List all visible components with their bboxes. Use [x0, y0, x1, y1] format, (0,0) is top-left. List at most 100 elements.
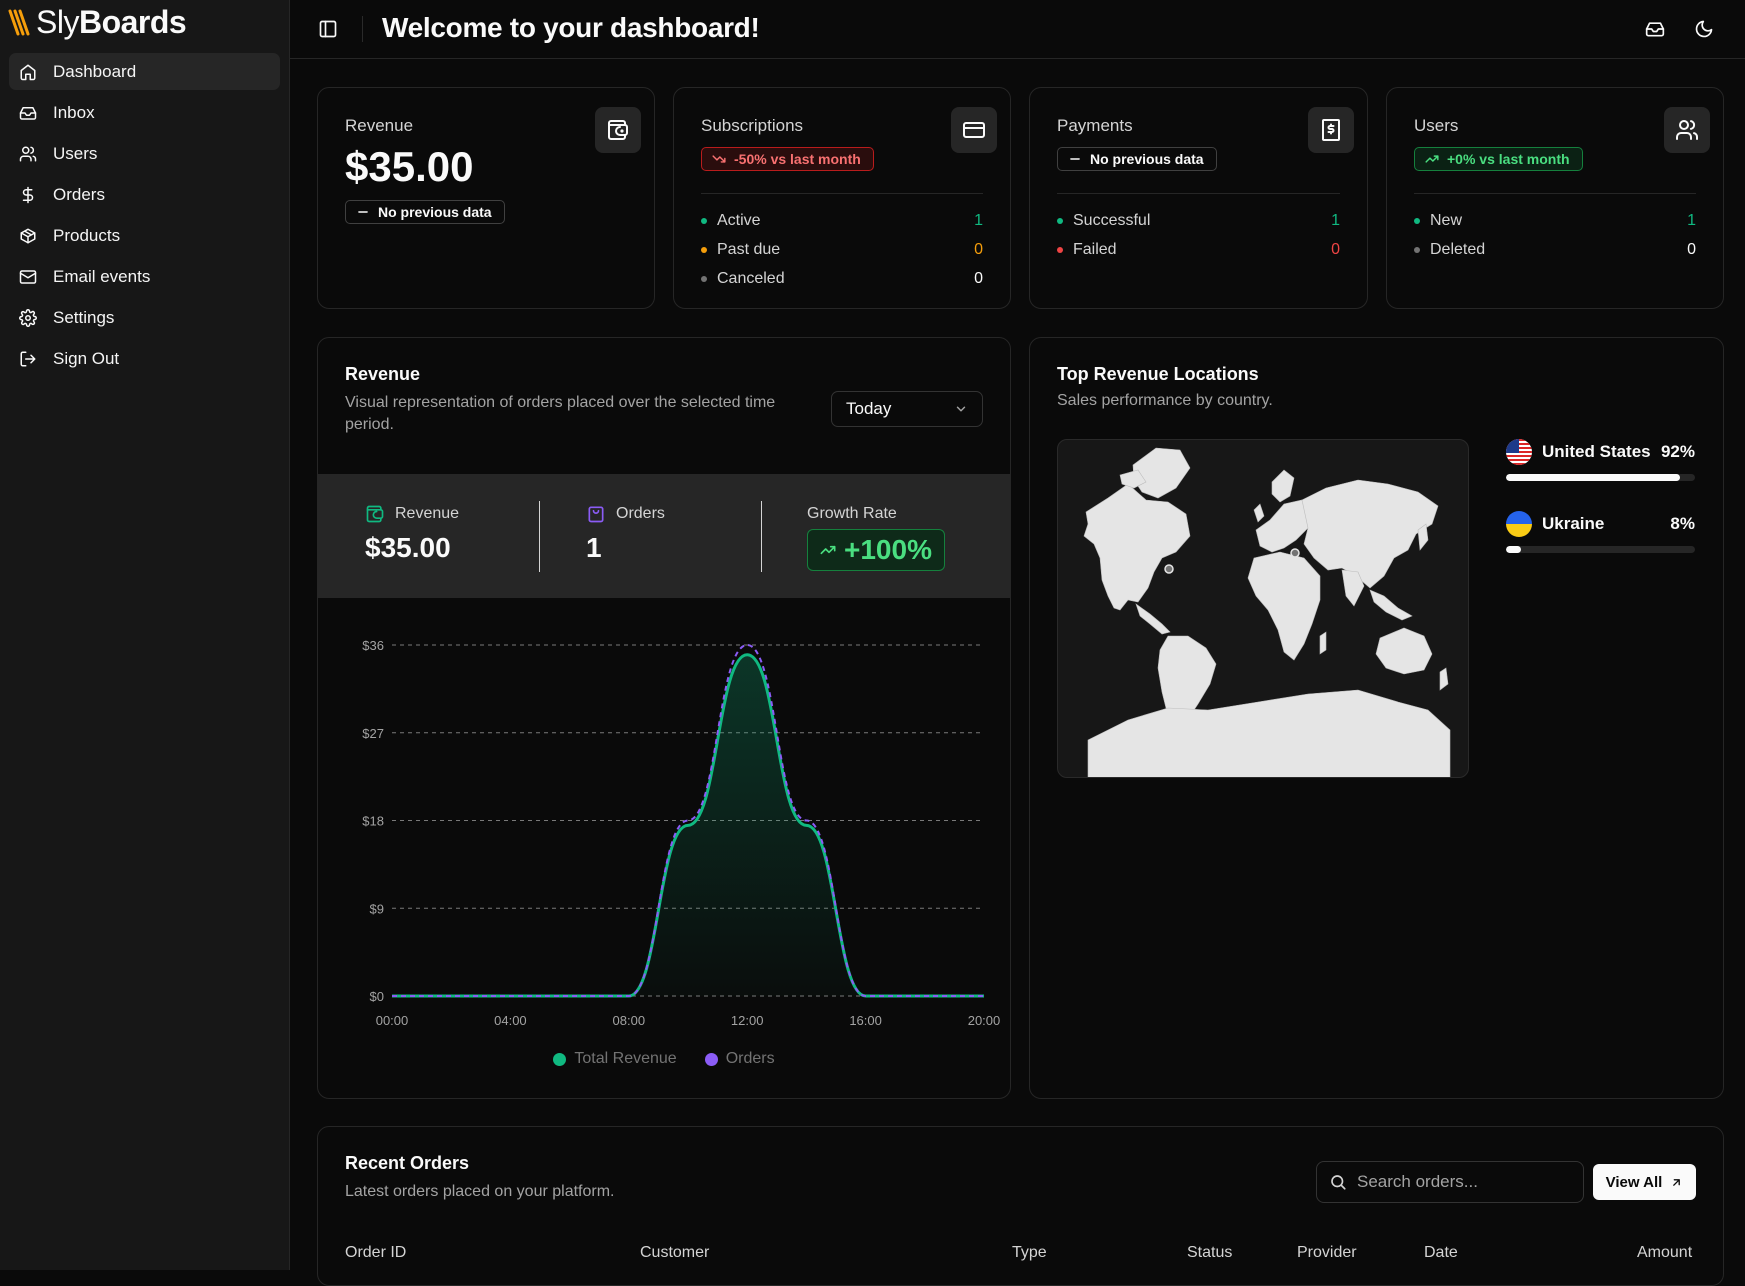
status-dot	[701, 276, 707, 282]
column-header-order-id[interactable]: Order ID	[345, 1244, 407, 1261]
sidebar-nav: Dashboard Inbox Users Orders Products Em…	[9, 53, 280, 381]
users-icon	[1676, 120, 1699, 140]
us-flag-icon	[1506, 439, 1532, 465]
x-tick-label: 12:00	[731, 1013, 764, 1028]
search-input[interactable]	[1355, 1171, 1565, 1193]
y-tick-label: $36	[362, 638, 384, 653]
sidebar-item-label: Sign Out	[53, 348, 120, 368]
column-header-date[interactable]: Date	[1424, 1244, 1458, 1261]
y-tick-label: $9	[370, 901, 384, 916]
kpi-revenue: Revenue $35.00	[365, 505, 460, 563]
stat-icon-box	[1664, 107, 1710, 153]
minus-icon	[1070, 158, 1080, 160]
map-asia	[1301, 479, 1439, 589]
x-tick-label: 08:00	[613, 1013, 646, 1028]
gear-icon	[19, 308, 37, 327]
brand-logo[interactable]: SlyBoards	[8, 2, 187, 42]
x-tick-label: 16:00	[849, 1013, 882, 1028]
sidebar-item-products[interactable]: Products	[9, 217, 280, 254]
map-marker-ukraine	[1290, 548, 1300, 558]
wallet-icon	[608, 120, 628, 140]
sidebar-toggle-icon[interactable]	[318, 19, 338, 39]
x-tick-label: 04:00	[494, 1013, 527, 1028]
stat-row: New 1	[1414, 210, 1696, 232]
sidebar-item-label: Dashboard	[53, 61, 137, 81]
y-tick-label: $27	[362, 726, 384, 741]
kpi-revenue-value: $35.00	[365, 532, 451, 563]
section-title: Recent Orders	[345, 1153, 470, 1173]
ukraine-flag-icon	[1506, 511, 1532, 537]
divider	[701, 193, 983, 194]
sidebar-item-orders[interactable]: Orders	[9, 176, 280, 213]
stat-icon-box	[595, 107, 641, 153]
location-percent: 8%	[1670, 514, 1695, 533]
kpi-divider	[539, 501, 540, 572]
revenue-value: $35.00	[345, 143, 474, 190]
sign-out-icon	[20, 351, 36, 366]
status-dot	[701, 218, 707, 224]
kpi-growth: Growth Rate +100%	[807, 504, 945, 571]
trending-up-icon	[1425, 155, 1439, 163]
sidebar-item-users[interactable]: Users	[9, 135, 280, 172]
sidebar-item-email-events[interactable]: Email events	[9, 258, 280, 295]
recent-orders-card: Recent Orders Latest orders placed on yo…	[317, 1126, 1724, 1286]
stat-icon-box	[1308, 107, 1354, 153]
world-map[interactable]	[1057, 439, 1469, 778]
kpi-orders: Orders 1	[586, 505, 665, 563]
moon-icon[interactable]	[1694, 19, 1714, 39]
status-dot	[1414, 218, 1420, 224]
sidebar-item-sign-out[interactable]: Sign Out	[9, 340, 280, 377]
users-stat-card: Users +0% vs last month New 1 Deleted 0	[1386, 87, 1724, 309]
legend-item-orders[interactable]: Orders	[704, 1050, 775, 1068]
column-header-status[interactable]: Status	[1187, 1244, 1233, 1261]
kpi-band: Revenue $35.00 Orders 1 Growth Rate +100…	[318, 474, 1010, 598]
status-dot	[1057, 218, 1063, 224]
map-canada-islands	[1119, 469, 1147, 489]
sidebar-item-label: Products	[53, 225, 121, 245]
stat-label: Payments	[1057, 116, 1133, 135]
y-tick-label: $18	[362, 814, 384, 829]
period-select[interactable]: Today	[831, 391, 983, 427]
top-header: Welcome to your dashboard!	[290, 0, 1745, 59]
map-japan	[1417, 523, 1429, 551]
kpi-divider	[761, 501, 762, 572]
trending-up-icon	[820, 545, 836, 555]
world-map-graphic	[1083, 447, 1451, 777]
sidebar-item-settings[interactable]: Settings	[9, 299, 280, 336]
view-all-button[interactable]: View All	[1593, 1164, 1696, 1200]
sidebar-item-dashboard[interactable]: Dashboard	[9, 53, 280, 90]
stat-label: Revenue	[345, 116, 414, 135]
sidebar-item-inbox[interactable]: Inbox	[9, 94, 280, 131]
shopping-bag-icon	[588, 506, 604, 523]
legend-item-revenue[interactable]: Total Revenue	[553, 1050, 677, 1068]
search-orders-field[interactable]	[1316, 1161, 1584, 1203]
divider	[1057, 193, 1340, 194]
map-north-america	[1083, 483, 1191, 611]
growth-badge: +100%	[807, 529, 945, 571]
column-header-customer[interactable]: Customer	[640, 1244, 710, 1261]
credit-card-icon	[963, 122, 985, 138]
inbox-icon[interactable]	[1645, 19, 1665, 39]
series-line-orders	[392, 643, 984, 997]
location-item-united-states: United States 92%	[1506, 438, 1695, 481]
divider	[1414, 193, 1696, 194]
sidebar-item-label: Settings	[53, 307, 115, 327]
map-africa	[1247, 551, 1321, 661]
column-header-type[interactable]: Type	[1012, 1244, 1047, 1261]
page-title: Welcome to your dashboard!	[382, 12, 760, 43]
stat-row: Successful 1	[1057, 210, 1340, 232]
users-badge: +0% vs last month	[1414, 147, 1583, 171]
section-title: Top Revenue Locations	[1057, 364, 1259, 384]
payments-stat-card: Payments No previous data Successful 1 Fa…	[1029, 87, 1368, 309]
revenue-area-chart: $0 $9 $18 $27 $36 00:00 04:00 08:00 12:00 16:00 20…	[362, 638, 1000, 1028]
receipt-icon	[1322, 119, 1340, 141]
column-header-provider[interactable]: Provider	[1297, 1244, 1357, 1261]
location-percent: 92%	[1660, 442, 1695, 461]
package-icon	[20, 228, 36, 243]
map-new-zealand	[1439, 667, 1449, 691]
column-header-amount[interactable]: Amount	[1637, 1244, 1693, 1261]
arrow-up-right-icon	[1673, 1178, 1681, 1186]
logo-icon	[8, 9, 30, 36]
subscriptions-badge: -50% vs last month	[701, 147, 874, 171]
status-dot	[1414, 247, 1420, 253]
